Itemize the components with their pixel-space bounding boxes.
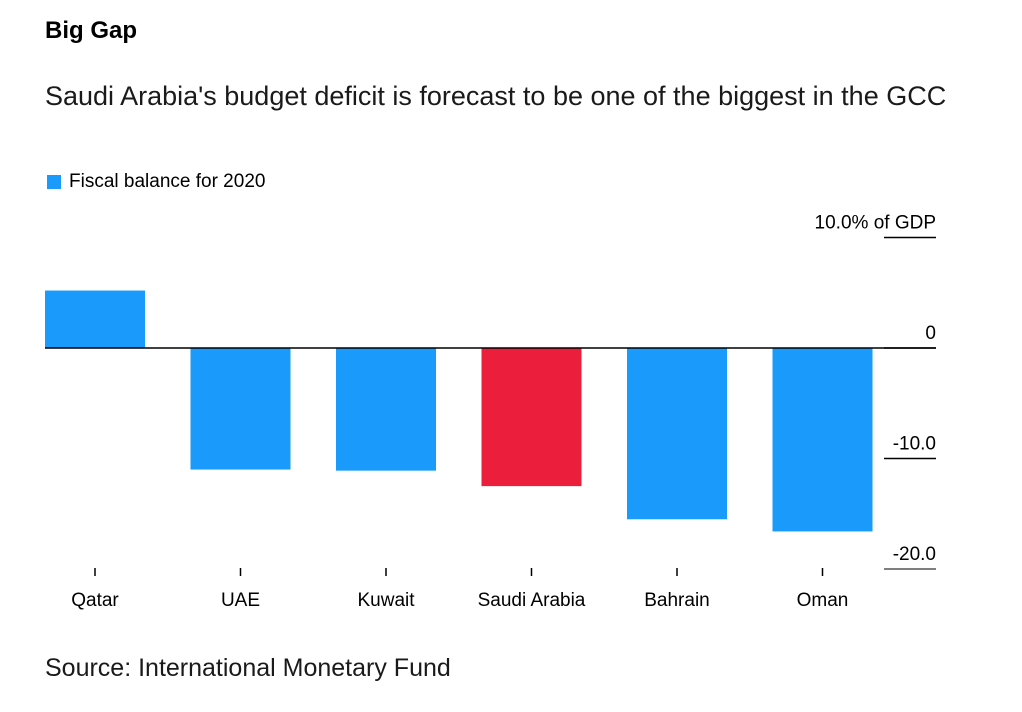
- source-note: Source: International Monetary Fund: [45, 654, 451, 682]
- legend-swatch: [47, 175, 61, 189]
- chart-subtitle: Saudi Arabia's budget deficit is forecas…: [45, 81, 947, 111]
- x-tick-label: Qatar: [71, 590, 119, 611]
- legend: Fiscal balance for 2020: [47, 170, 265, 194]
- y-tick-label: -20.0: [893, 544, 936, 565]
- bar-kuwait: [336, 348, 436, 471]
- y-tick-label: 10.0% of GDP: [815, 213, 936, 234]
- bar-uae: [190, 348, 291, 470]
- x-tick-label: Kuwait: [357, 590, 415, 611]
- bar-bahrain: [627, 348, 727, 520]
- chart-title: Big Gap: [45, 17, 138, 44]
- bar-qatar: [45, 290, 145, 348]
- legend-label: Fiscal balance for 2020: [69, 171, 266, 192]
- x-tick-label: Bahrain: [644, 590, 710, 611]
- bar-oman: [772, 348, 873, 532]
- x-tick-label: Saudi Arabia: [478, 590, 586, 611]
- bar-saudi-arabia: [481, 348, 582, 487]
- x-tick-label: Oman: [797, 590, 849, 611]
- y-tick-label: -10.0: [893, 434, 936, 455]
- y-tick-label: 0: [925, 323, 936, 344]
- bar-chart: Qatar UAE Kuwait Saudi Arabia Bahrain Oman 10.…: [45, 213, 936, 611]
- x-tick-label: UAE: [221, 590, 260, 611]
